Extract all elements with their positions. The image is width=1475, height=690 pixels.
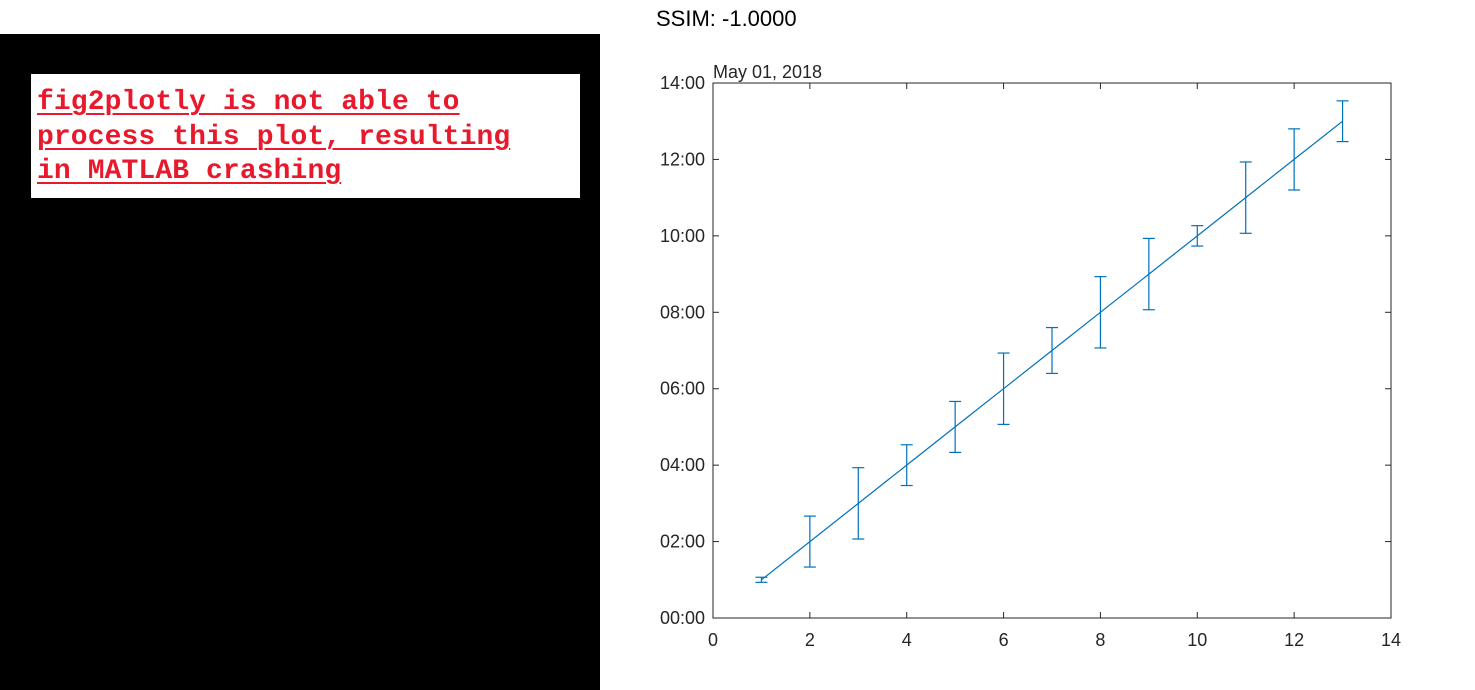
date-axis-label: May 01, 2018 [713, 62, 822, 82]
chart-title: SSIM: -1.0000 [656, 6, 797, 31]
y-tick-label: 14:00 [660, 73, 705, 93]
x-tick-label: 4 [902, 630, 912, 650]
plot-area: 0 2 4 6 8 10 12 14 00:00 02:00 04:00 06:00 08:00 10:0… [660, 62, 1401, 650]
error-message-text: fig2plotly is not able to process this p… [37, 87, 511, 187]
y-tick-label: 02:00 [660, 532, 705, 552]
error-message-box: fig2plotly is not able to process this p… [31, 74, 580, 198]
axes-box [712, 82, 1392, 619]
y-tick-label: 08:00 [660, 302, 705, 322]
y-tick-label: 10:00 [660, 226, 705, 246]
x-tick-label: 10 [1187, 630, 1207, 650]
x-tick-label: 8 [1095, 630, 1105, 650]
x-tick-label: 6 [999, 630, 1009, 650]
y-tick-label: 00:00 [660, 608, 705, 628]
x-tick-label: 14 [1381, 630, 1401, 650]
x-tick-label: 0 [708, 630, 718, 650]
x-tick-label: 2 [805, 630, 815, 650]
y-tick-label: 04:00 [660, 455, 705, 475]
errorbar-chart: 0 2 4 6 8 10 12 14 00:00 02:00 04:00 06:00 08:00 10:0… [660, 62, 1401, 650]
y-tick-label: 06:00 [660, 379, 705, 399]
x-tick-label: 12 [1284, 630, 1304, 650]
y-tick-label: 12:00 [660, 149, 705, 169]
